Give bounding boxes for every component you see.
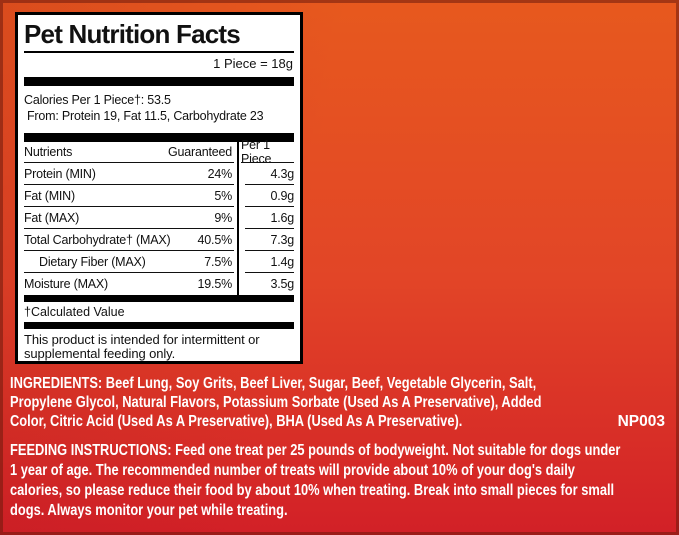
- calories-line: Calories Per 1 Piece†: 53.5: [24, 93, 171, 107]
- nutrition-facts-content: Pet Nutrition Facts 1 Piece = 18g Calori…: [22, 19, 296, 360]
- serving-size: 1 Piece = 18g: [213, 56, 293, 71]
- guaranteed-value: 5%: [214, 188, 232, 203]
- table-row: Moisture (MAX) 19.5% 3.5g: [24, 273, 294, 295]
- guaranteed-analysis-table: Nutrients Guaranteed Per 1 Piece Protein…: [24, 138, 294, 295]
- title-rule: [24, 51, 294, 53]
- ingredients-line: Propylene Glycol, Natural Flavors, Potas…: [10, 394, 542, 411]
- nutrient-name: Dietary Fiber (MAX): [39, 254, 146, 269]
- separator-bar-footnote-top: [24, 295, 294, 302]
- per-piece-value: 7.3g: [245, 229, 294, 251]
- separator-bar-footnote-bottom: [24, 322, 294, 329]
- nutrient-name: Fat (MIN): [24, 188, 75, 203]
- feeding-instructions-line: FEEDING INSTRUCTIONS: Feed one treat per…: [10, 442, 621, 459]
- nutrient-name: Total Carbohydrate† (MAX): [24, 232, 171, 247]
- header-per-piece: Per 1 Piece: [241, 138, 294, 166]
- table-row: Total Carbohydrate† (MAX) 40.5% 7.3g: [24, 229, 294, 251]
- separator-bar-mid: [24, 133, 294, 142]
- per-piece-value: 4.3g: [245, 163, 294, 185]
- header-guaranteed: Guaranteed: [167, 145, 232, 159]
- calculated-value-footnote: †Calculated Value: [24, 305, 125, 319]
- table-header-row: Nutrients Guaranteed Per 1 Piece: [24, 138, 294, 166]
- nutrition-facts-panel: Pet Nutrition Facts 1 Piece = 18g Calori…: [15, 12, 303, 364]
- table-row: Fat (MAX) 9% 1.6g: [24, 207, 294, 229]
- table-column-divider: [237, 142, 239, 295]
- ingredients-section: INGREDIENTS: Beef Lung, Soy Grits, Beef …: [10, 374, 679, 431]
- guaranteed-value: 24%: [207, 166, 233, 181]
- nutrient-name: Protein (MIN): [24, 166, 96, 181]
- table-row: Dietary Fiber (MAX) 7.5% 1.4g: [24, 251, 294, 273]
- per-piece-value: 0.9g: [245, 185, 294, 207]
- feeding-instructions-line: dogs. Always monitor your pet while trea…: [10, 502, 288, 519]
- calories-block: Calories Per 1 Piece†: 53.5 From: Protei…: [24, 86, 294, 133]
- nutrient-name: Fat (MAX): [24, 210, 80, 225]
- feeding-statement: This product is intended for intermitten…: [24, 332, 260, 361]
- per-piece-value: 3.5g: [270, 277, 294, 291]
- guaranteed-value: 7.5%: [204, 254, 232, 269]
- nutrient-name: Moisture (MAX): [24, 277, 109, 291]
- guaranteed-value: 9%: [214, 210, 232, 225]
- ingredients-line: INGREDIENTS: Beef Lung, Soy Grits, Beef …: [10, 375, 537, 392]
- per-piece-value: 1.6g: [245, 207, 294, 229]
- separator-bar-top: [24, 77, 294, 86]
- table-row: Protein (MIN) 24% 4.3g: [24, 163, 294, 185]
- feeding-instructions-line: calories, so please reduce their food by…: [10, 482, 615, 499]
- panel-title: Pet Nutrition Facts: [24, 19, 241, 49]
- table-row: Fat (MIN) 5% 0.9g: [24, 185, 294, 207]
- per-piece-value: 1.4g: [245, 251, 294, 273]
- guaranteed-value: 40.5%: [197, 232, 233, 247]
- header-nutrients: Nutrients: [24, 145, 73, 159]
- guaranteed-value: 19.5%: [197, 277, 233, 291]
- feeding-instructions-section: FEEDING INSTRUCTIONS: Feed one treat per…: [10, 441, 679, 521]
- calories-from-line: From: Protein 19, Fat 11.5, Carbohydrate…: [27, 108, 264, 123]
- product-code: NP003: [617, 413, 665, 430]
- table-header-left: Nutrients Guaranteed: [24, 142, 234, 163]
- feeding-instructions-line: 1 year of age. The recommended number of…: [10, 462, 575, 479]
- ingredients-line: Color, Citric Acid (Used As A Preservati…: [10, 413, 463, 430]
